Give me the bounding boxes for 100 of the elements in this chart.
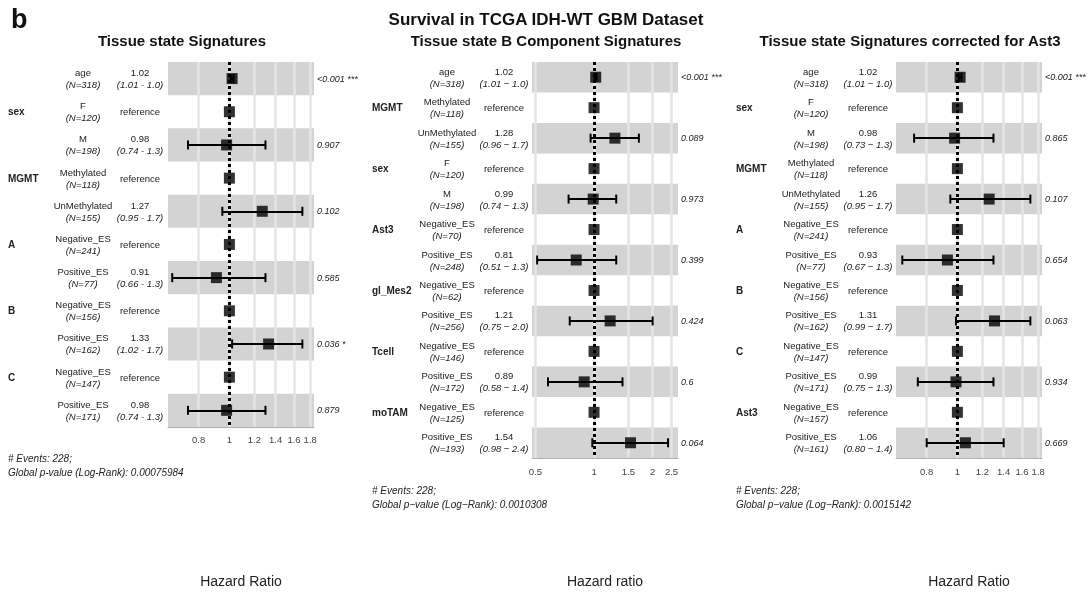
y2-tick-label: 0.399	[681, 255, 704, 265]
x-tick-label: 0.8	[192, 434, 206, 446]
point	[588, 406, 600, 418]
point	[609, 132, 621, 144]
point	[588, 163, 600, 175]
point	[989, 315, 1001, 327]
y2-tick-label: 0.879	[317, 405, 340, 416]
x-tick-label: 0.5	[528, 465, 543, 477]
point	[223, 371, 235, 383]
category-label: M (N=198) 0.99 (0.74 − 1.3)	[429, 187, 529, 211]
point	[588, 224, 600, 236]
x-tick-label: 1.8	[303, 434, 317, 446]
text: Global p−value (Log−Rank): 0.0015142	[736, 498, 912, 510]
x-tick-label: 1.2	[247, 434, 262, 446]
x-tick-label: 1	[954, 465, 961, 477]
category-label: UnMethylated (N=155) 1.28 (0.96 − 1.7)	[417, 126, 529, 150]
category-label: UnMethylated (N=155) 1.26 (0.95 − 1.7)	[781, 187, 893, 211]
y2-tick-label: 0.973	[681, 194, 704, 205]
x-axis-title: Hazard Ratio	[200, 573, 283, 589]
category-label: sex F (N=120) reference	[372, 157, 525, 181]
point	[951, 406, 963, 418]
category-label: M (N=198) 0.98 (0.74 - 1.3)	[65, 133, 164, 157]
point	[959, 437, 971, 449]
text: # Events: 228;	[8, 453, 73, 465]
category-label: MGMT Methylated (N=118) reference	[8, 166, 161, 190]
point	[951, 284, 963, 296]
text: # Events: 228;	[736, 484, 801, 496]
y2-tick-label: 0.036 *	[317, 338, 347, 349]
category-label: Positive_ES (N=256) 1.21 (0.75 − 2.0)	[421, 309, 529, 333]
y2-tick-label: 0.089	[681, 133, 704, 144]
point	[578, 376, 590, 388]
category-label: Positive_ES (N=77) 0.93 (0.67 − 1.3)	[785, 248, 893, 272]
text: Global p−value (Log−Rank): 0.0010308	[372, 498, 548, 510]
y2-tick-label: <0.001 ***	[681, 72, 723, 83]
point	[951, 102, 963, 114]
x-tick-label: 1.8	[1031, 465, 1045, 477]
point	[590, 71, 602, 83]
category-label: age (N=318) 1.02 (1.01 − 1.0)	[793, 65, 893, 89]
point	[588, 345, 600, 357]
point	[221, 404, 233, 416]
x-tick-label: 0.8	[920, 465, 934, 477]
point	[223, 106, 235, 118]
category-label: Positive_ES (N=248) 0.81 (0.51 − 1.3)	[421, 248, 529, 272]
point	[951, 345, 963, 357]
point	[588, 102, 600, 114]
x-axis-title: Hazard Ratio	[928, 573, 1011, 589]
text: # Events: 228;	[372, 484, 437, 496]
y2-tick-label: 0.934	[1045, 376, 1068, 387]
x-tick-label: 1.5	[621, 465, 635, 477]
x-tick-label: 1.2	[975, 465, 990, 477]
category-label: Positive_ES (N=77) 0.91 (0.66 - 1.3)	[57, 266, 164, 290]
y2-tick-label: 0.654	[1045, 255, 1068, 265]
y2-tick-label: 0.585	[317, 272, 341, 283]
point	[941, 254, 953, 266]
point	[604, 315, 616, 327]
point	[588, 284, 600, 296]
y2-tick-label: 0.424	[681, 315, 704, 326]
category-label: Positive_ES (N=162) 1.33 (1.02 - 1.7)	[57, 332, 164, 356]
chart-title: Survival in TCGA IDH-WT GBM Dataset	[388, 10, 704, 29]
category-label: Positive_ES (N=193) 1.54 (0.98 − 2.4)	[421, 431, 529, 455]
category-label: sex F (N=120) reference	[8, 100, 161, 124]
x-tick-label: 1.6	[1015, 465, 1029, 477]
point	[221, 139, 233, 151]
category-label: Positive_ES (N=171) 0.98 (0.74 - 1.3)	[57, 398, 164, 422]
point	[223, 238, 235, 250]
point	[983, 193, 995, 205]
y2-tick-label: <0.001 ***	[317, 73, 359, 84]
point	[223, 305, 235, 317]
x-tick-label: 1	[226, 434, 233, 446]
point	[950, 376, 962, 388]
y2-tick-label: <0.001 ***	[1045, 72, 1087, 83]
chart-title: b	[11, 3, 28, 34]
point	[951, 224, 963, 236]
category-label: Positive_ES (N=161) 1.06 (0.80 − 1.4)	[785, 431, 893, 455]
y2-tick-label: 0.669	[1045, 437, 1068, 448]
y2-tick-label: 0.6	[681, 376, 694, 387]
x-tick-label: 1	[591, 465, 597, 477]
category-label: M (N=198) 0.98 (0.73 − 1.3)	[793, 126, 893, 150]
category-label: age (N=318) 1.02 (1.01 - 1.0)	[65, 67, 164, 91]
x-tick-label: 1.4	[269, 434, 283, 446]
x-tick-label: 1.4	[997, 465, 1011, 477]
category-label: MGMT Methylated (N=118) reference	[736, 157, 889, 181]
category-label: Positive_ES (N=171) 0.99 (0.75 − 1.3)	[785, 370, 893, 394]
category-label: Positive_ES (N=162) 1.31 (0.99 − 1.7)	[785, 309, 893, 333]
x-tick-label: 2.5	[664, 465, 679, 477]
point	[223, 172, 235, 184]
chart-subtitle: Tissue state Signatures	[97, 32, 267, 49]
y2-tick-label: 0.064	[681, 437, 704, 448]
y2-tick-label: 0.107	[1045, 194, 1069, 205]
category-label: Positive_ES (N=172) 0.89 (0.58 − 1.4)	[421, 370, 529, 394]
y2-tick-label: 0.865	[1045, 133, 1069, 144]
y2-tick-label: 0.063	[1045, 315, 1068, 326]
y2-tick-label: 0.907	[317, 139, 341, 150]
category-label: sex F (N=120) reference	[736, 96, 889, 120]
point	[587, 193, 599, 205]
x-axis-title: Hazard ratio	[566, 573, 644, 589]
category-label: MGMT Methylated (N=118) reference	[372, 96, 525, 120]
category-label: UnMethylated (N=155) 1.27 (0.95 - 1.7)	[53, 199, 164, 223]
point	[263, 338, 275, 350]
chart-title: Tissue state Signatures corrected for Ast3	[759, 32, 1061, 49]
